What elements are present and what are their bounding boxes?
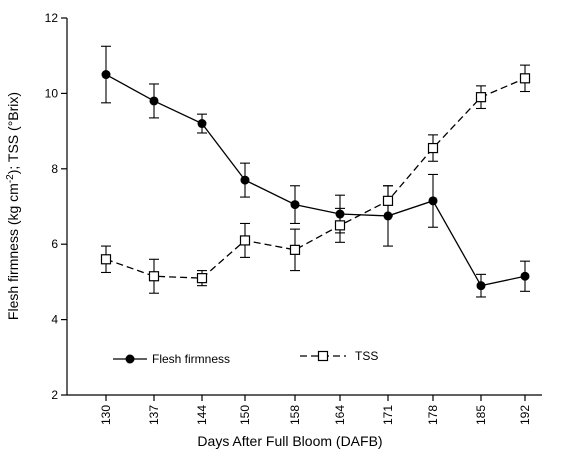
legend-marker-flesh-firmness — [125, 354, 135, 364]
data-point-flesh-firmness — [149, 96, 159, 106]
legend-item-tss: TSS — [300, 349, 378, 363]
x-tick-label: 192 — [518, 405, 532, 425]
series-line-tss — [105, 77, 526, 279]
data-point-flesh-firmness — [101, 70, 111, 80]
legend-label-tss: TSS — [355, 349, 378, 363]
x-tick-label: 171 — [381, 405, 395, 425]
data-point-flesh-firmness — [290, 200, 300, 210]
y-tick-label: 4 — [51, 313, 58, 327]
data-point-flesh-firmness — [197, 119, 207, 129]
data-point-tss — [289, 244, 301, 255]
x-ticks: 130 137 144 150 158 164 171 178 185 192 — [99, 395, 532, 425]
legend-label-flesh-firmness: Flesh firmness — [152, 352, 230, 366]
y-axis-title-superscript: -2 — [5, 174, 16, 183]
x-tick-label: 144 — [195, 405, 209, 425]
x-tick-label: 158 — [288, 405, 302, 425]
data-point-flesh-firmness — [476, 281, 486, 291]
series-flesh-firmness — [101, 45, 530, 298]
data-point-tss — [148, 271, 160, 282]
x-tick-label: 185 — [474, 405, 488, 425]
data-point-tss — [196, 273, 208, 284]
x-tick-label: 178 — [426, 405, 440, 425]
data-point-tss — [427, 142, 439, 154]
data-point-tss — [475, 92, 487, 103]
y-ticks: 2 4 6 8 10 12 — [45, 11, 67, 402]
series-tss — [100, 64, 531, 294]
y-tick-label: 6 — [51, 237, 58, 251]
x-tick-label: 150 — [238, 405, 252, 425]
x-tick-label: 130 — [99, 405, 113, 425]
y-axis-title-part-2: ); TSS (°Brix) — [5, 92, 21, 174]
y-axis-title-part-1: Flesh firmness (kg cm — [5, 183, 21, 320]
y-axis-title: Flesh firmness (kg cm-2); TSS (°Brix) — [5, 92, 22, 320]
data-point-tss — [382, 195, 394, 206]
x-axis-title: Days After Full Bloom (DAFB) — [197, 433, 382, 449]
x-tick-label: 137 — [147, 405, 161, 425]
series-line-flesh-firmness — [105, 73, 526, 287]
data-point-tss — [239, 235, 251, 246]
data-point-flesh-firmness — [428, 196, 438, 206]
data-point-flesh-firmness — [520, 271, 530, 281]
data-point-flesh-firmness — [240, 175, 250, 185]
y-tick-label: 10 — [45, 86, 59, 100]
y-tick-label: 2 — [51, 388, 58, 402]
data-point-tss — [519, 73, 531, 84]
y-tick-label: 12 — [45, 11, 59, 25]
data-point-tss — [100, 254, 112, 265]
y-tick-label: 8 — [51, 162, 58, 176]
x-tick-label: 164 — [333, 405, 347, 425]
data-point-tss — [334, 220, 346, 231]
plot-area — [100, 45, 531, 298]
legend: Flesh firmness TSS — [113, 349, 378, 366]
axes — [66, 18, 542, 396]
legend-item-flesh-firmness: Flesh firmness — [113, 352, 230, 366]
legend-marker-tss — [317, 350, 329, 362]
